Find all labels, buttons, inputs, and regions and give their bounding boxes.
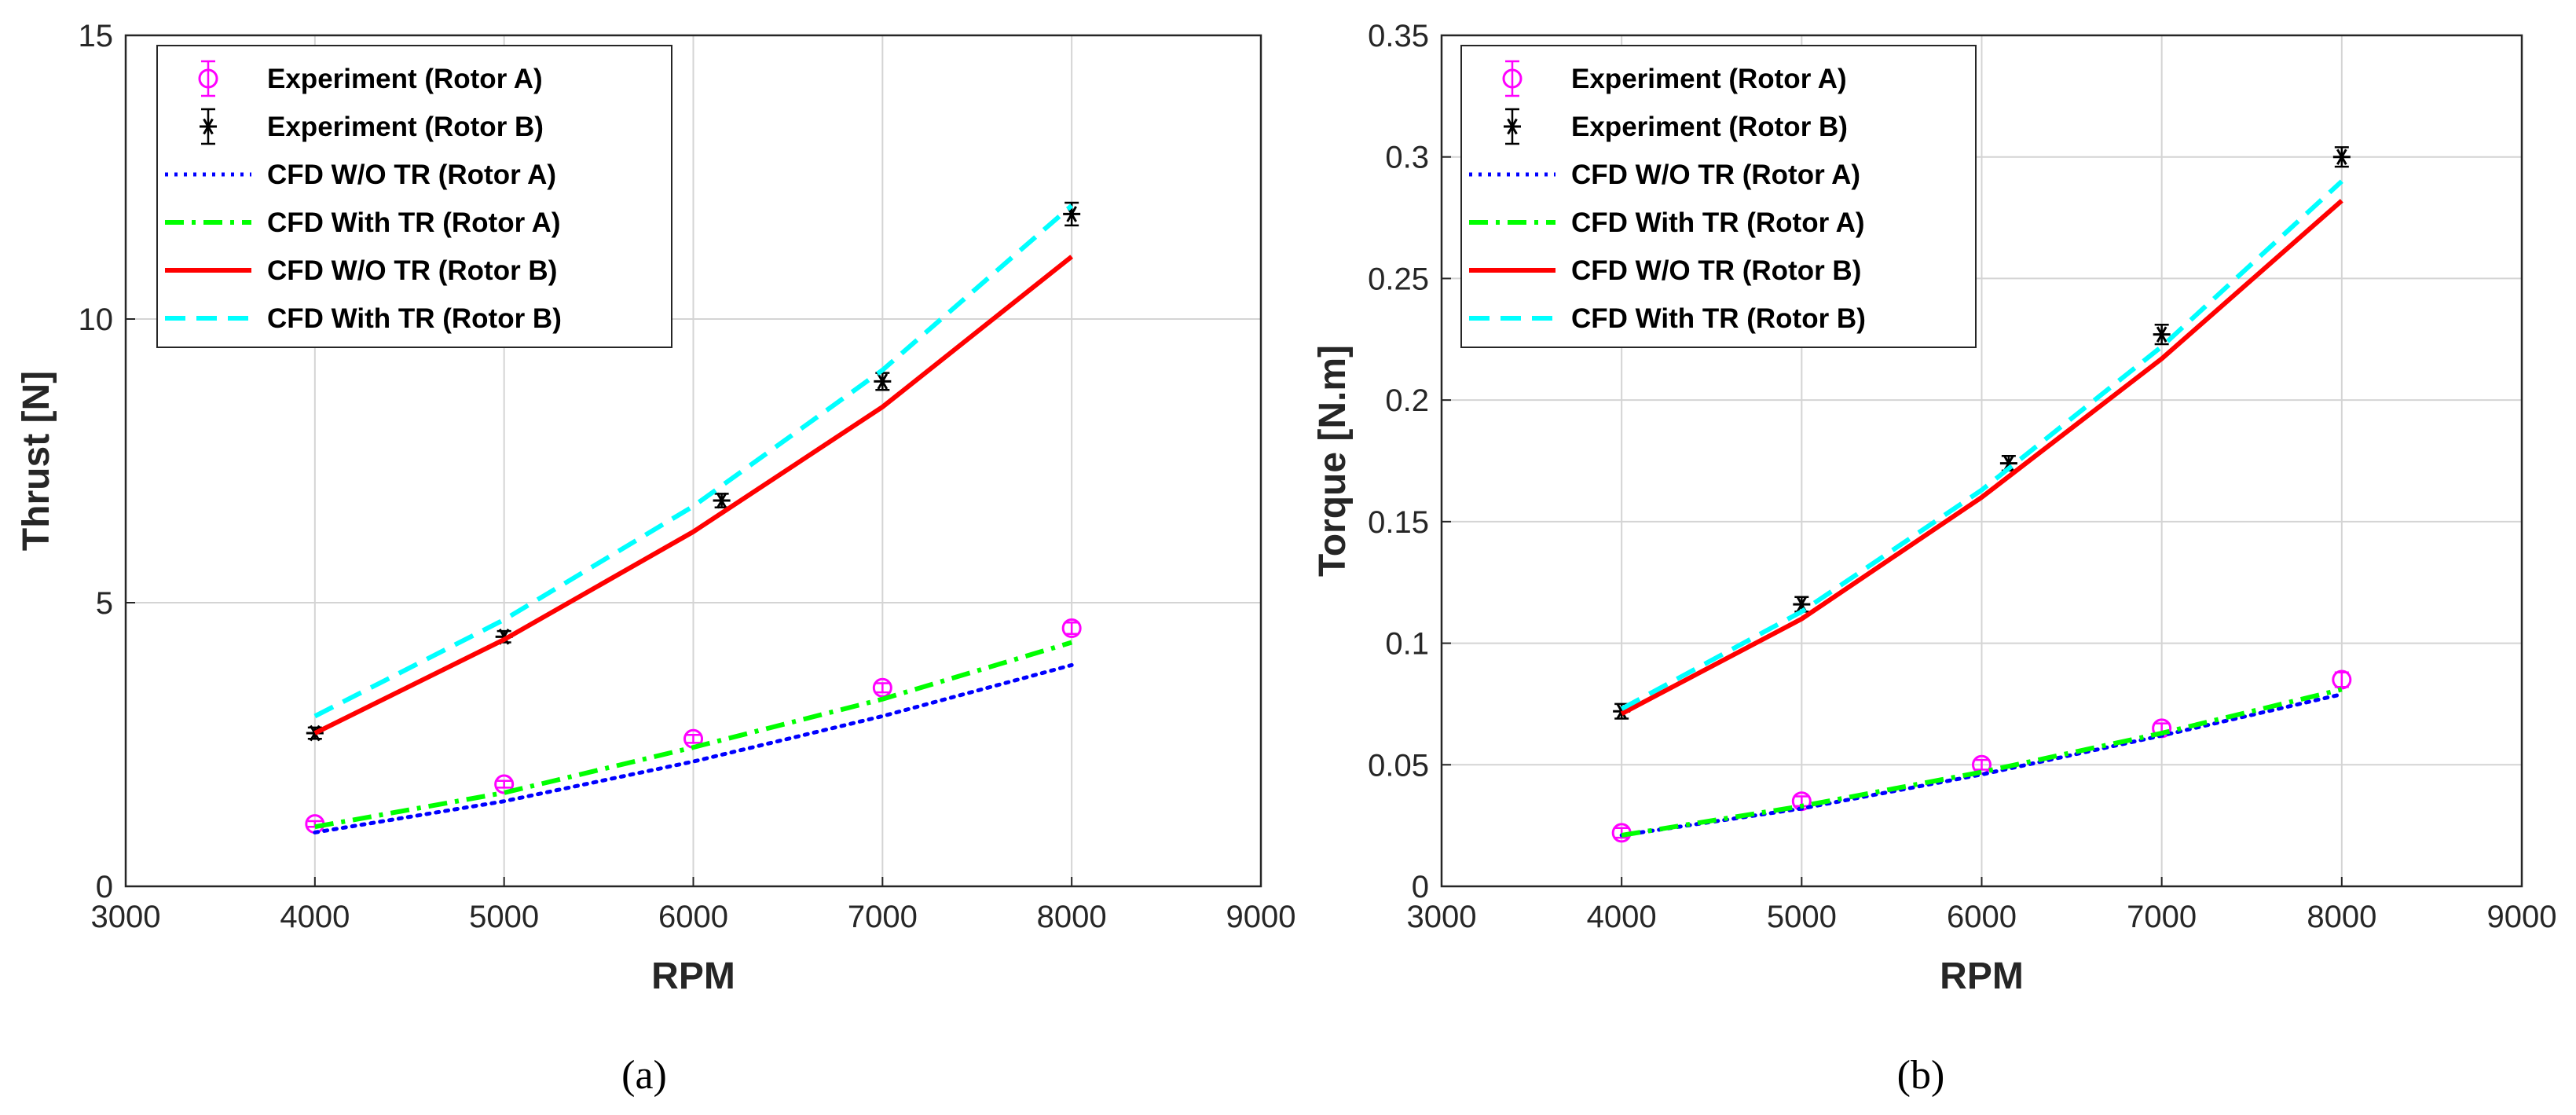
torque-chart-panel: 3000 4000 5000 6000 7000 8000 9000 0 0.05 0.1 0.15…: [1312, 19, 2556, 1098]
x-tick-label: 5000: [1767, 900, 1837, 934]
legend-box: [156, 45, 672, 348]
y-tick-label: 0.25: [1368, 262, 1429, 296]
legend-marker-circle: [1502, 68, 1523, 89]
data-point-star: [2332, 149, 2351, 165]
x-tick-label: 7000: [2127, 900, 2197, 934]
data-point-circle: [1972, 754, 1992, 775]
legend-marker-star: [1504, 118, 1521, 135]
legend-entry-label: Experiment (Rotor A): [267, 64, 543, 94]
legend-box: [1460, 45, 1977, 348]
legend-entry-label: Experiment (Rotor B): [1571, 112, 1848, 142]
panel-caption: (b): [1897, 1053, 1945, 1098]
y-tick-label: 0.1: [1385, 627, 1429, 662]
x-tick-label: 8000: [1037, 900, 1107, 934]
x-tick-label: 3000: [91, 900, 161, 934]
series-line: [1620, 199, 2343, 716]
axes-frame: [1440, 34, 2523, 888]
y-tick-label: 15: [79, 19, 114, 53]
data-point-star: [713, 492, 731, 509]
legend-entry-label: CFD With TR (Rotor A): [267, 207, 561, 238]
y-tick-label: 0.3: [1385, 141, 1429, 175]
data-point-circle: [2332, 669, 2352, 690]
series-line: [313, 255, 1074, 735]
y-tick-label: 0: [1412, 870, 1429, 904]
series-line: [1621, 687, 2343, 838]
legend-marker-circle: [198, 68, 218, 89]
legend-entry-label: CFD W/O TR (Rotor B): [267, 255, 557, 286]
axes-frame: [124, 34, 1262, 888]
data-point-star: [874, 373, 892, 390]
data-point-star: [495, 629, 513, 645]
y-tick-label: 0.2: [1385, 383, 1429, 418]
legend-entry-label: CFD W/O TR (Rotor A): [267, 160, 556, 190]
legend: Experiment (Rotor A) Experiment (Rotor B)…: [156, 45, 672, 348]
x-tick-label: 8000: [2307, 900, 2376, 934]
legend-entry-label: Experiment (Rotor A): [1571, 64, 1847, 94]
x-tick-label: 4000: [1587, 900, 1657, 934]
x-tick-label: 6000: [1947, 900, 2017, 934]
data-point-circle: [1061, 618, 1082, 638]
data-point-star: [2153, 326, 2171, 343]
y-tick-label: 0.05: [1368, 748, 1429, 783]
y-axis-label: Thrust [N]: [16, 371, 57, 551]
legend-entry-label: CFD With TR (Rotor A): [1571, 207, 1865, 238]
series-line: [313, 204, 1074, 719]
x-tick-label: 4000: [280, 900, 350, 934]
y-tick-label: 5: [96, 586, 113, 621]
x-axis-label: RPM: [651, 955, 735, 997]
data-point-star: [306, 724, 324, 742]
x-tick-label: 9000: [2487, 900, 2557, 934]
legend-entry-label: CFD With TR (Rotor B): [267, 303, 562, 334]
legend: Experiment (Rotor A) Experiment (Rotor B)…: [1460, 45, 1977, 348]
series-line: [313, 662, 1074, 834]
x-tick-label: 5000: [469, 900, 539, 934]
x-tick-label: 6000: [658, 900, 728, 934]
data-point-star: [1999, 455, 2017, 471]
data-point-star: [1793, 596, 1811, 613]
x-tick-label: 9000: [1226, 900, 1296, 934]
data-point-circle: [872, 677, 892, 698]
data-point-star: [1063, 206, 1081, 222]
y-tick-label: 0: [96, 870, 113, 904]
y-axis-label: Torque [N.m]: [1312, 345, 1354, 577]
series-line: [1620, 179, 2343, 711]
data-point-circle: [494, 774, 515, 794]
y-tick-label: 0.35: [1368, 19, 1429, 53]
legend-entry-label: CFD W/O TR (Rotor B): [1571, 255, 1861, 286]
legend-entry-label: Experiment (Rotor B): [267, 112, 544, 142]
x-tick-label: 3000: [1407, 900, 1477, 934]
y-tick-label: 0.15: [1368, 505, 1429, 540]
thrust-chart-panel: 3000 4000 5000 6000 7000 8000 9000 0 5 10 15 RPM Thr…: [16, 19, 1295, 1098]
legend-entry-label: CFD With TR (Rotor B): [1571, 303, 1866, 334]
legend-entry-label: CFD W/O TR (Rotor A): [1571, 160, 1860, 190]
series-line: [314, 640, 1073, 830]
panel-caption: (a): [621, 1053, 667, 1098]
y-tick-label: 10: [79, 303, 114, 337]
legend-marker-star: [200, 118, 217, 135]
x-tick-label: 7000: [848, 900, 918, 934]
x-axis-label: RPM: [1940, 955, 2024, 997]
